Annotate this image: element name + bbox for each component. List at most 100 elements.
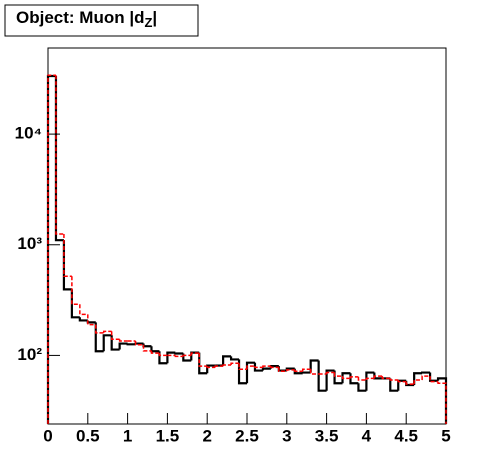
histogram-step: [437, 381, 447, 424]
histogram-step: [134, 340, 144, 346]
histogram-step: [309, 369, 319, 375]
histogram-step: [166, 351, 176, 364]
histogram-step: [79, 304, 88, 316]
y-tick-label: 10³: [17, 234, 42, 253]
histogram-step: [118, 342, 128, 350]
histogram-step: [71, 276, 80, 305]
histogram-step: [262, 365, 271, 368]
histogram-step: [389, 378, 399, 381]
histogram-step: [261, 367, 271, 371]
histogram-step: [198, 353, 208, 367]
histogram-step: [245, 361, 255, 384]
y-tick-label: 10²: [17, 345, 42, 364]
histogram-step: [63, 234, 72, 277]
histogram-step: [174, 352, 184, 355]
x-tick-label: 3: [282, 426, 291, 445]
histogram-step: [62, 240, 72, 291]
histogram-step: [182, 354, 192, 357]
histogram-step: [277, 366, 287, 372]
histogram-step: [158, 351, 168, 365]
histogram-step: [198, 352, 208, 375]
histogram-step: [389, 378, 399, 392]
histogram-step: [413, 379, 423, 385]
histogram-step: [102, 334, 112, 352]
histogram-step: [349, 376, 359, 379]
histogram-step: [102, 330, 112, 333]
histogram-step: [286, 369, 295, 372]
histogram-step: [246, 365, 255, 370]
histogram-step: [70, 289, 80, 319]
histogram-step: [54, 76, 64, 242]
histogram-step: [118, 339, 128, 342]
title-box: [4, 4, 199, 37]
x-tick-label: 3.5: [315, 426, 339, 445]
histogram-step: [357, 376, 367, 381]
histogram-step: [110, 331, 120, 340]
x-tick-label: 2.5: [235, 426, 259, 445]
histogram-step: [150, 346, 160, 353]
x-tick-label: 1.5: [156, 426, 180, 445]
histogram-step: [87, 314, 96, 326]
histogram-step: [333, 370, 343, 385]
histogram-step: [301, 371, 311, 374]
x-tick-label: 5: [441, 426, 450, 445]
histogram-step: [206, 366, 216, 369]
histogram-step: [237, 359, 247, 385]
histogram-step: [254, 366, 263, 369]
histogram-step: [341, 372, 351, 384]
histogram-step: [333, 372, 343, 377]
x-tick-label: 0: [43, 426, 52, 445]
x-tick-label: 4.5: [394, 426, 418, 445]
histogram-step: [270, 366, 279, 369]
histogram-step: [95, 324, 104, 334]
histogram-step: [229, 356, 240, 361]
histogram-step: [325, 369, 335, 391]
histogram-step: [325, 371, 335, 374]
histogram-step: [309, 359, 319, 373]
histogram-step: [238, 363, 247, 370]
histogram-step: [429, 376, 439, 383]
histogram-step: [349, 373, 359, 385]
chart-title: Object: Muon |dZ|: [16, 8, 157, 30]
histogram-step: [294, 369, 303, 372]
histogram-step: [110, 335, 120, 351]
histogram-step: [365, 377, 375, 380]
histogram-step: [150, 350, 160, 354]
histogram-step: [182, 353, 192, 362]
x-tick-label: 1: [123, 426, 132, 445]
histogram-step: [365, 371, 375, 391]
histogram-step: [421, 371, 431, 374]
histogram-step: [190, 352, 200, 356]
histogram-step: [86, 320, 96, 324]
y-tick-label: 10⁴: [15, 124, 42, 143]
histogram-step: [126, 343, 136, 346]
histogram-step: [142, 344, 152, 352]
histogram-step: [341, 376, 351, 380]
histogram-step: [397, 379, 407, 383]
histogram-step: [413, 372, 423, 386]
histogram-step: [158, 353, 168, 357]
histogram-step: [78, 317, 88, 322]
histogram-step: [381, 376, 391, 380]
histogram-step: [46, 74, 56, 424]
histogram-step: [301, 368, 311, 372]
histogram-step: [428, 372, 439, 382]
histogram-step: [436, 377, 448, 424]
histogram-step: [174, 355, 184, 358]
x-tick-label: 0.5: [76, 426, 100, 445]
histogram-step: [373, 375, 383, 379]
histogram-step: [278, 367, 287, 372]
histogram-step: [253, 362, 263, 372]
histogram-step: [214, 365, 224, 368]
histogram-step: [357, 383, 367, 392]
histogram-step: [47, 74, 56, 424]
histogram-step: [421, 375, 431, 380]
histogram-step: [230, 362, 240, 365]
x-tick-label: 4: [362, 426, 372, 445]
histogram-step: [142, 343, 152, 348]
histogram-step: [405, 381, 415, 385]
histogram-step: [55, 75, 64, 235]
x-tick-label: 2: [202, 426, 211, 445]
histogram-step: [222, 364, 232, 367]
